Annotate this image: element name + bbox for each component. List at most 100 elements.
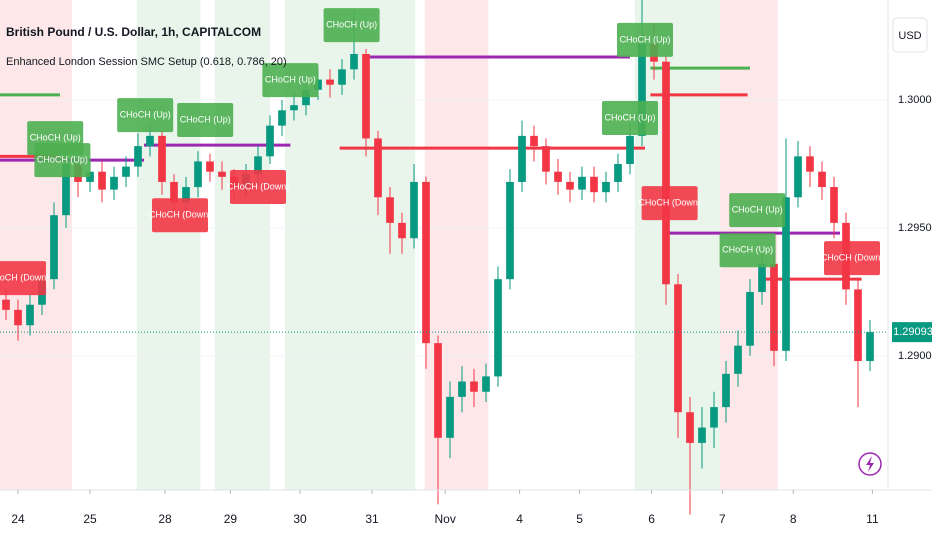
candle-body <box>710 407 718 428</box>
candle-body <box>470 381 478 392</box>
candle-body <box>746 291 754 346</box>
x-tick-label: 11 <box>866 512 879 526</box>
choch-label-box <box>152 198 208 233</box>
current-price-label: 1.29093 <box>893 326 932 338</box>
choch-label-box <box>719 233 776 268</box>
candle-body <box>674 284 682 413</box>
current-price-box <box>892 322 932 343</box>
x-tick-label: 25 <box>83 512 97 526</box>
y-tick-label: 1.30000 <box>898 94 932 106</box>
candle-body <box>854 289 862 362</box>
candle-body <box>782 197 790 351</box>
candle-body <box>482 376 490 392</box>
currency-label: USD <box>898 30 921 42</box>
choch-label: CHoCH (Up) <box>619 34 670 44</box>
candle-body <box>278 110 286 126</box>
choch-label: CHoCH (Down) <box>638 198 701 208</box>
candle-body <box>14 309 22 326</box>
choch-label-box <box>0 261 46 296</box>
candle-body <box>638 43 646 136</box>
candle-body <box>830 187 838 223</box>
choch-label: CHoCH (Up) <box>722 245 773 255</box>
candle-body <box>350 53 358 70</box>
y-tick-label: 1.29500 <box>898 222 932 234</box>
candle-body <box>194 161 202 188</box>
indicator-title: Enhanced London Session SMC Setup (0.618… <box>6 56 287 68</box>
choch-label: CHoCH (Up) <box>732 204 783 214</box>
candle-body <box>530 135 538 147</box>
candle-body <box>266 125 274 157</box>
alert-bolt <box>866 456 874 472</box>
candle-body <box>326 79 334 85</box>
candle-body <box>590 176 598 193</box>
candle-body <box>146 135 154 147</box>
choch-label: CHoCH (Down) <box>227 181 290 191</box>
x-tick-label: 28 <box>158 512 172 526</box>
candle-body <box>818 171 826 188</box>
candle-body <box>254 156 262 175</box>
candle-body <box>134 146 142 167</box>
currency-box[interactable] <box>892 17 928 53</box>
candle-body <box>566 181 574 190</box>
candle-body <box>542 146 550 172</box>
choch-label: CHoCH (Up) <box>37 155 88 165</box>
choch-label: CHoCH (Up) <box>604 112 655 122</box>
choch-label-box <box>824 241 880 276</box>
x-tick-label: 8 <box>790 512 797 526</box>
choch-label: CHoCH (Down) <box>0 273 49 283</box>
session-band <box>214 0 270 490</box>
candle-body <box>506 181 514 280</box>
chart-title: British Pound / U.S. Dollar, 1h, CAPITAL… <box>6 25 261 39</box>
choch-label-box <box>617 22 673 57</box>
y-tick-label: 1.29000 <box>898 350 932 362</box>
x-tick-label: 24 <box>11 512 25 526</box>
candle-body <box>170 181 178 203</box>
candle-body <box>602 181 610 193</box>
candle-body <box>26 304 34 326</box>
choch-label: CHoCH (Up) <box>30 133 81 143</box>
candle-body <box>302 89 310 106</box>
candle-body <box>434 343 442 438</box>
candle-body <box>410 181 418 239</box>
choch-label-box <box>323 8 380 43</box>
choch-label: CHoCH (Up) <box>265 74 316 84</box>
candle-body <box>110 176 118 190</box>
choch-label-box <box>262 63 319 98</box>
candle-body <box>866 332 874 362</box>
x-tick-label: 7 <box>719 512 726 526</box>
candle-body <box>206 161 214 172</box>
candle-body <box>398 222 406 239</box>
choch-label: CHoCH (Up) <box>326 19 377 29</box>
candle-body <box>50 215 58 280</box>
candle-body <box>182 187 190 203</box>
candle-body <box>734 345 742 374</box>
choch-label-box <box>34 143 91 178</box>
candle-body <box>338 69 346 85</box>
x-tick-label: Nov <box>435 512 456 526</box>
choch-label-box <box>602 100 658 135</box>
candle-body <box>98 171 106 190</box>
candle-body <box>722 373 730 408</box>
candle-body <box>578 176 586 190</box>
choch-label-box <box>641 186 698 221</box>
candle-body <box>386 197 394 223</box>
candle-body <box>794 156 802 198</box>
choch-label: CHoCH (Down) <box>821 253 884 263</box>
candle-body <box>770 263 778 351</box>
x-tick-label: 29 <box>224 512 238 526</box>
candle-body <box>518 135 526 182</box>
candle-body <box>374 138 382 198</box>
x-tick-label: 6 <box>648 512 655 526</box>
x-tick-label: 30 <box>293 512 307 526</box>
choch-label-box <box>729 193 786 228</box>
x-tick-label: 5 <box>576 512 583 526</box>
plot-area: CHoCH (Down) CHoCH (Up) CHoCH (Up) CHoCH (U… <box>0 0 888 515</box>
x-tick-label: 4 <box>516 512 523 526</box>
candle-body <box>2 299 10 310</box>
candle-body <box>422 181 430 344</box>
candle-body <box>494 279 502 377</box>
candle-body <box>362 53 370 139</box>
candle-body <box>614 164 622 182</box>
choch-label: CHoCH (Up) <box>180 114 231 124</box>
candle-body <box>446 396 454 438</box>
